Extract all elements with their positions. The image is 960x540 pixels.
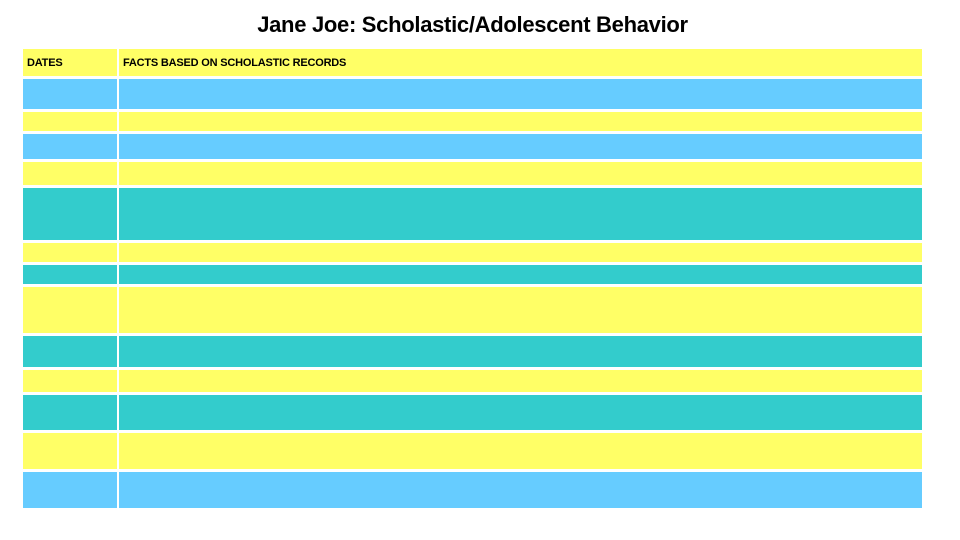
table-header-row: DATES FACTS BASED ON SCHOLASTIC RECORDS <box>23 49 922 76</box>
behavior-table: DATES FACTS BASED ON SCHOLASTIC RECORDS <box>23 49 922 508</box>
table-cell-dates <box>23 433 117 469</box>
table-row <box>23 79 922 109</box>
table-row <box>23 336 922 367</box>
table-cell-facts <box>119 395 922 430</box>
table-row <box>23 162 922 185</box>
column-header-facts: FACTS BASED ON SCHOLASTIC RECORDS <box>119 49 922 76</box>
table-cell-facts <box>119 433 922 469</box>
table-cell-facts <box>119 162 922 185</box>
table-cell-dates <box>23 134 117 159</box>
table-cell-facts <box>119 243 922 262</box>
table-cell-dates <box>23 395 117 430</box>
table-cell-facts <box>119 472 922 508</box>
table-cell-dates <box>23 162 117 185</box>
table-cell-dates <box>23 287 117 333</box>
table-row <box>23 287 922 333</box>
table-cell-facts <box>119 336 922 367</box>
table-cell-dates <box>23 243 117 262</box>
table-cell-facts <box>119 112 922 131</box>
table-row <box>23 395 922 430</box>
page-title: Jane Joe: Scholastic/Adolescent Behavior <box>257 12 688 37</box>
table-row <box>23 433 922 469</box>
table-cell-facts <box>119 79 922 109</box>
table-row <box>23 472 922 508</box>
table-row <box>23 188 922 240</box>
table-cell-dates <box>23 336 117 367</box>
table-cell-dates <box>23 265 117 284</box>
table-cell-dates <box>23 79 117 109</box>
slide-content: Jane Joe: Scholastic/Adolescent Behavior… <box>23 10 922 508</box>
table-cell-facts <box>119 265 922 284</box>
table-cell-facts <box>119 188 922 240</box>
table-cell-dates <box>23 188 117 240</box>
table-cell-facts <box>119 287 922 333</box>
table-cell-facts <box>119 134 922 159</box>
table-row <box>23 370 922 392</box>
column-header-dates: DATES <box>23 49 117 76</box>
table-cell-dates <box>23 472 117 508</box>
table-cell-dates <box>23 370 117 392</box>
table-row <box>23 134 922 159</box>
table-cell-facts <box>119 370 922 392</box>
table-cell-dates <box>23 112 117 131</box>
table-row <box>23 265 922 284</box>
table-row <box>23 243 922 262</box>
table-row <box>23 112 922 131</box>
